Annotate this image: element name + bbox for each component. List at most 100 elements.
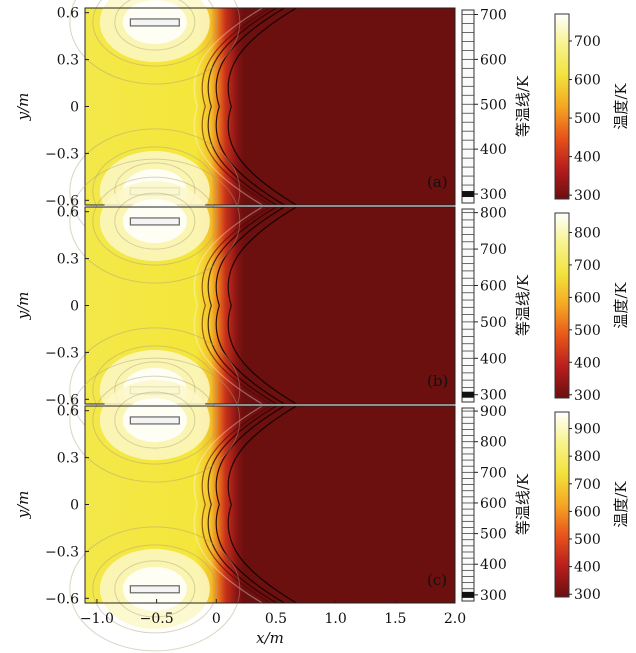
y-axis-title: y/m bbox=[14, 491, 32, 520]
temperature-tick-label: 600 bbox=[574, 290, 601, 306]
y-tick-label: 0 bbox=[70, 299, 79, 315]
temperature-colorbar-title: 温度/K bbox=[612, 83, 630, 130]
contour-band-dark bbox=[462, 391, 474, 398]
temperature-tick-label: 500 bbox=[574, 111, 601, 127]
contour-colorbar-title: 等温线/K bbox=[514, 75, 532, 137]
contour-tick-label: 600 bbox=[480, 496, 507, 512]
y-tick-label: 0.6 bbox=[57, 205, 79, 221]
contour-colorbar bbox=[461, 407, 475, 602]
contour-tick-label: 600 bbox=[480, 52, 507, 68]
y-tick-label: −0.3 bbox=[45, 345, 79, 361]
temperature-colorbar-title: 温度/K bbox=[612, 481, 630, 528]
panel-label: (c) bbox=[427, 571, 447, 589]
contour-tick-label: 500 bbox=[480, 315, 507, 331]
isotherm-loop bbox=[69, 158, 241, 284]
isotherm-loop bbox=[114, 391, 196, 449]
panels: 0.6 0.3 0 −0.3 −0.6 y/m (a) 300 400 500 600 700 等温线/… bbox=[14, 0, 630, 652]
temperature-colorbar bbox=[554, 212, 570, 399]
temperature-tick-label: 300 bbox=[574, 188, 601, 204]
temperature-tick-label: 600 bbox=[574, 504, 601, 520]
x-tick-label: 1.0 bbox=[325, 611, 347, 627]
contour-tick-label: 800 bbox=[480, 206, 507, 222]
isotherm-line bbox=[207, 206, 277, 405]
x-tick-label: −0.5 bbox=[140, 611, 174, 627]
isotherm-loop bbox=[69, 0, 241, 85]
contour-colorbar bbox=[461, 208, 475, 403]
y-tick-label: 0.6 bbox=[57, 6, 79, 22]
isotherm-line bbox=[201, 206, 271, 405]
isotherm-loop bbox=[92, 0, 218, 67]
contour-tick-label: 300 bbox=[480, 187, 507, 203]
y-tick-label: 0 bbox=[70, 100, 79, 116]
y-tick-label: −0.6 bbox=[45, 193, 79, 209]
contour-tick-label: 700 bbox=[480, 465, 507, 481]
contour-tick-label: 500 bbox=[480, 527, 507, 543]
isotherm-line bbox=[227, 206, 297, 405]
contour-tick-label: 300 bbox=[480, 588, 507, 604]
panel-3: 0.6 0.3 0 −0.3 −0.6 y/m (c) 300 400 500 600 700 800 9… bbox=[14, 357, 630, 652]
contour-tick-label: 500 bbox=[480, 97, 507, 113]
isotherm-line bbox=[215, 206, 285, 405]
isotherm-line bbox=[207, 7, 277, 206]
contour-tick-label: 400 bbox=[480, 557, 507, 573]
temperature-tick-label: 600 bbox=[574, 73, 601, 89]
y-tick-label: −0.3 bbox=[45, 146, 79, 162]
contour-tick-label: 400 bbox=[480, 142, 507, 158]
temperature-colorbar bbox=[554, 411, 570, 598]
contour-tick-label: 800 bbox=[480, 435, 507, 451]
temperature-tick-label: 400 bbox=[574, 150, 601, 166]
isotherm-line bbox=[201, 405, 271, 604]
x-tick-label: 1.5 bbox=[384, 611, 406, 627]
isotherm-line bbox=[227, 405, 297, 604]
contour-tick-label: 300 bbox=[480, 388, 507, 404]
contour-band-dark bbox=[462, 591, 474, 598]
isotherm-loop bbox=[114, 0, 196, 51]
temperature-tick-label: 500 bbox=[574, 323, 601, 339]
x-tick-label: 0 bbox=[212, 611, 221, 627]
contour-tick-label: 400 bbox=[480, 351, 507, 367]
y-tick-label: 0.3 bbox=[57, 252, 79, 268]
y-tick-label: −0.6 bbox=[45, 392, 79, 408]
y-tick-label: 0.6 bbox=[57, 404, 79, 420]
isotherm-line bbox=[193, 405, 263, 604]
x-tick-label: 2.0 bbox=[444, 611, 466, 627]
isotherm-loop bbox=[92, 375, 218, 465]
y-tick-label: 0.3 bbox=[57, 53, 79, 69]
isotherm-loop bbox=[92, 544, 218, 634]
heat-source-1 bbox=[129, 18, 180, 27]
isotherm-loop bbox=[114, 560, 196, 618]
y-tick-label: −0.6 bbox=[45, 591, 79, 607]
temperature-tick-label: 700 bbox=[574, 477, 601, 493]
contour-colorbar-title: 等温线/K bbox=[514, 274, 532, 336]
panel-label: (a) bbox=[427, 173, 448, 191]
temperature-tick-label: 300 bbox=[574, 587, 601, 603]
isotherm-line bbox=[201, 7, 271, 206]
temperature-tick-label: 500 bbox=[574, 532, 601, 548]
isotherm-line bbox=[207, 405, 277, 604]
temperature-tick-label: 400 bbox=[574, 355, 601, 371]
temperature-tick-label: 800 bbox=[574, 225, 601, 241]
panel-label: (b) bbox=[427, 372, 448, 390]
isotherm-loop bbox=[69, 526, 241, 652]
isotherm-line bbox=[227, 7, 297, 206]
temperature-colorbar bbox=[554, 13, 570, 200]
y-tick-label: 0.3 bbox=[57, 451, 79, 467]
contour-band-dark bbox=[462, 191, 474, 198]
contour-tick-label: 600 bbox=[480, 278, 507, 294]
isotherm-loop bbox=[114, 192, 196, 250]
isotherm-line bbox=[193, 206, 263, 405]
temperature-tick-label: 700 bbox=[574, 34, 601, 50]
x-axis: −1.0 −0.5 0 0.5 1.0 1.5 2.0 x/m bbox=[80, 599, 466, 647]
isotherm-line bbox=[193, 7, 263, 206]
isotherm-loop bbox=[92, 176, 218, 266]
temperature-tick-label: 700 bbox=[574, 258, 601, 274]
heat-source-2 bbox=[129, 585, 180, 594]
temperature-tick-label: 900 bbox=[574, 422, 601, 438]
y-axis-title: y/m bbox=[14, 93, 32, 122]
temperature-colorbar-title: 温度/K bbox=[612, 282, 630, 329]
isotherm-loop bbox=[69, 357, 241, 483]
contour-tick-label: 700 bbox=[480, 242, 507, 258]
y-tick-label: 0 bbox=[70, 498, 79, 514]
isotherm-line bbox=[215, 405, 285, 604]
